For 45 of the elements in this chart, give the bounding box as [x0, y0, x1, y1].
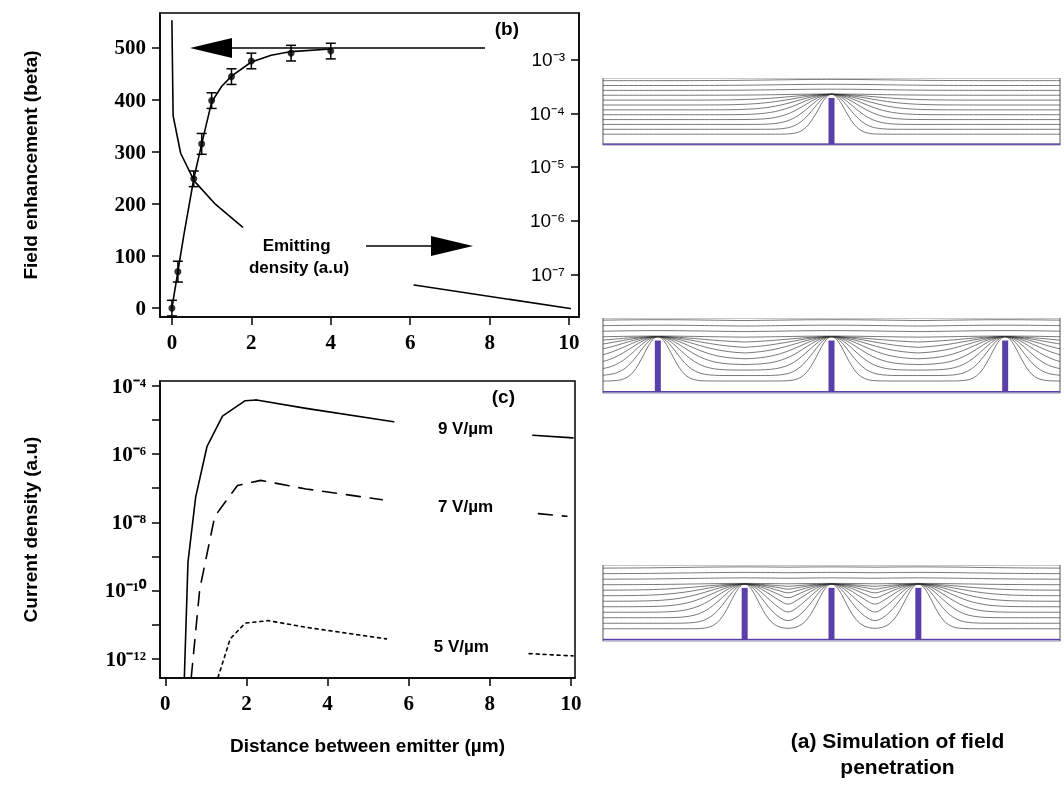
point	[198, 140, 206, 148]
y-tick-label: 100	[114, 243, 146, 268]
y-tick-label: 10⁻⁶	[111, 442, 146, 467]
x-tick-label: 4	[322, 690, 334, 715]
x-tick-label: 8	[484, 690, 496, 715]
y-tick-label: 10⁻¹⁰	[104, 578, 147, 603]
x-tick-label: 10	[560, 690, 582, 715]
y-tick-label: 400	[114, 87, 146, 112]
x-tick-label: 4	[325, 329, 337, 354]
y-tick-label: 300	[114, 139, 146, 164]
point	[208, 97, 216, 105]
x-tick-label: 8	[484, 329, 495, 354]
y-tick-label: 0	[135, 296, 146, 321]
y-axis-title: Current density (a.u)	[20, 436, 41, 623]
x-tick-label: 10	[558, 329, 580, 354]
annotation: (c)	[491, 386, 516, 407]
point	[174, 268, 182, 276]
text: 7 V/µm	[437, 497, 494, 517]
y2-tick-label: 10⁻⁵	[529, 156, 565, 178]
x-axis-title: Distance between emitter (µm)	[230, 735, 505, 756]
y2-tick-label: 10⁻⁴	[529, 102, 565, 124]
annotation: (b)	[494, 18, 520, 39]
y2-tick-label: 10⁻⁷	[530, 263, 566, 285]
legend-label: Emitting density (a.u)	[248, 235, 350, 277]
y-tick-label: 10⁻⁴	[111, 373, 147, 398]
y-tick-label: 200	[114, 191, 146, 216]
x-tick-label: 2	[246, 329, 257, 354]
point	[247, 57, 255, 65]
text: (a) Simulation of field penetration	[789, 728, 1006, 780]
x-tick-label: 6	[403, 690, 414, 715]
y-tick-label: 10⁻⁸	[111, 510, 146, 535]
text: 5 V/µm	[433, 636, 489, 656]
point	[168, 304, 176, 312]
y-axis-title: Field enhancement (beta)	[20, 50, 41, 280]
y2-tick-label: 10⁻⁶	[530, 210, 565, 232]
text: 9 V/µm	[437, 418, 494, 438]
y2-tick-label: 10⁻³	[531, 49, 565, 71]
y-tick-label: 500	[114, 35, 146, 60]
x-tick-label: 2	[241, 690, 252, 715]
x-tick-label: 0	[166, 329, 178, 354]
x-tick-label: 6	[404, 329, 416, 354]
x-tick-label: 0	[160, 690, 171, 715]
y-tick-label: 10⁻¹²	[105, 646, 146, 671]
point	[228, 73, 235, 81]
point	[190, 175, 198, 183]
